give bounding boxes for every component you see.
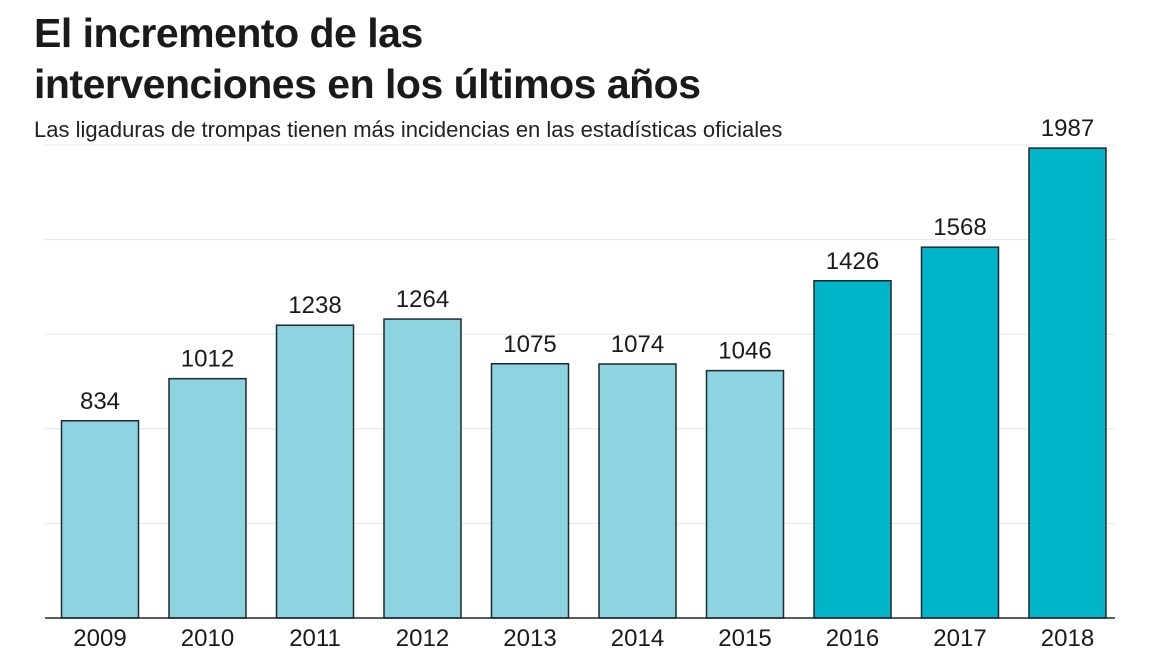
data-label: 1074 bbox=[611, 331, 664, 358]
x-tick-label: 2017 bbox=[933, 625, 986, 650]
bar bbox=[598, 363, 677, 619]
chart-subtitle: Las ligaduras de trompas tienen más inci… bbox=[34, 117, 783, 142]
x-tick-label: 2014 bbox=[611, 625, 664, 650]
data-label: 1075 bbox=[503, 331, 556, 358]
bar bbox=[490, 363, 570, 619]
bar bbox=[60, 420, 140, 619]
x-tick-label: 2015 bbox=[718, 625, 771, 650]
data-label: 1987 bbox=[1041, 115, 1094, 142]
data-label: 1426 bbox=[826, 248, 879, 275]
x-tick-label: 2011 bbox=[289, 625, 341, 650]
chart-title-line-1: El incremento de las bbox=[34, 10, 423, 56]
data-label: 1264 bbox=[396, 286, 449, 313]
x-tick-label: 2013 bbox=[503, 625, 556, 650]
data-label: 1568 bbox=[933, 214, 986, 241]
data-label: 1012 bbox=[181, 346, 234, 373]
x-tick-label: 2010 bbox=[181, 625, 234, 650]
bar bbox=[813, 280, 892, 619]
bar bbox=[1028, 147, 1107, 619]
x-tick-label: 2016 bbox=[826, 625, 879, 650]
data-label: 1238 bbox=[288, 292, 341, 319]
data-label: 834 bbox=[80, 388, 120, 415]
data-label: 1046 bbox=[718, 338, 771, 365]
x-tick-label: 2009 bbox=[73, 625, 126, 650]
bar bbox=[920, 246, 1000, 619]
bar bbox=[168, 377, 247, 619]
bar bbox=[705, 369, 785, 619]
x-tick-label: 2012 bbox=[396, 625, 449, 650]
bar bbox=[383, 318, 462, 619]
x-tick-label: 2018 bbox=[1041, 625, 1094, 650]
bar bbox=[275, 324, 355, 619]
chart-title-line-2: intervenciones en los últimos años bbox=[34, 61, 701, 107]
chart-title: El incremento de las intervenciones en l… bbox=[34, 8, 1114, 110]
